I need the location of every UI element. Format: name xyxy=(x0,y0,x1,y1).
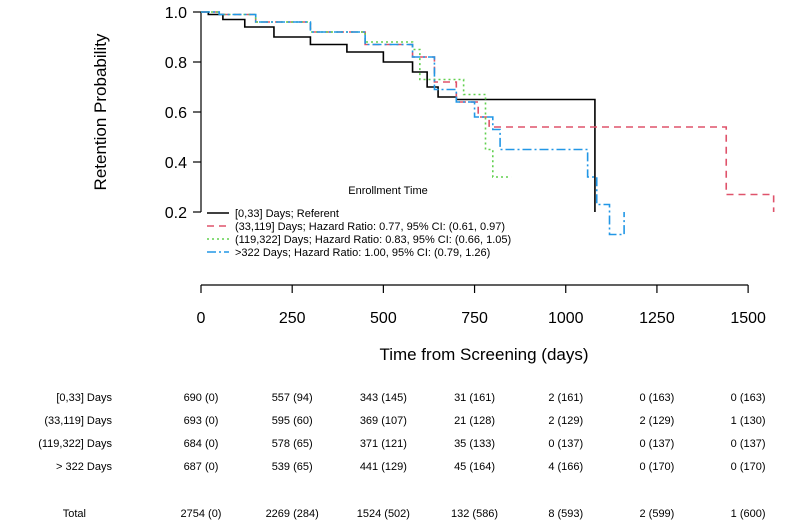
x-tick-label: 1250 xyxy=(639,310,675,327)
x-tick-label: 0 xyxy=(197,310,206,327)
y-tick-label: 0.6 xyxy=(165,105,187,122)
risk-cell: 369 (107) xyxy=(360,415,407,427)
risk-cell: 0 (170) xyxy=(639,461,674,473)
risk-cell: 31 (161) xyxy=(454,392,495,404)
risk-cell: 441 (129) xyxy=(360,461,407,473)
risk-row-label: > 322 Days xyxy=(56,461,112,473)
tick-labels: 0.2 0.4 0.6 0.8 1.0 0 250 500 750 1000 1250 1500 xyxy=(165,5,766,327)
series-lines xyxy=(201,11,775,236)
legend-entry: (119,322] Days; Hazard Ratio: 0.83, 95% … xyxy=(235,234,511,246)
legend-entry: [0,33] Days; Referent xyxy=(235,208,339,220)
risk-row-label: (119,322] Days xyxy=(38,438,112,450)
risk-total-cell: 1 (600) xyxy=(731,508,766,520)
risk-cell: 35 (133) xyxy=(454,438,495,450)
legend-entry: >322 Days; Hazard Ratio: 1.00, 95% CI: (… xyxy=(235,247,490,259)
risk-row-label: (33,119] Days xyxy=(44,415,112,427)
risk-total-cell: 2754 (0) xyxy=(181,508,222,520)
x-tick-label: 250 xyxy=(279,310,306,327)
y-tick-label: 1.0 xyxy=(165,5,187,22)
series-line-3 xyxy=(201,11,625,236)
risk-total-cell: 1524 (502) xyxy=(357,508,410,520)
risk-cell: 45 (164) xyxy=(454,461,495,473)
risk-table: [0,33] Days 690 (0) 557 (94) 343 (145) 31 (1… xyxy=(38,392,765,520)
axes xyxy=(193,11,749,293)
risk-cell: 693 (0) xyxy=(184,415,219,427)
risk-cell: 595 (60) xyxy=(272,415,313,427)
legend: Enrollment Time [0,33] Days; Referent(33… xyxy=(207,185,511,259)
risk-cell: 343 (145) xyxy=(360,392,407,404)
risk-total-cell: 8 (593) xyxy=(548,508,583,520)
risk-cell: 4 (166) xyxy=(548,461,583,473)
y-axis-title: Retention Probability xyxy=(91,33,110,190)
risk-cell: 0 (163) xyxy=(639,392,674,404)
series-line-1 xyxy=(201,11,775,212)
risk-cell: 690 (0) xyxy=(184,392,219,404)
legend-entry: (33,119] Days; Hazard Ratio: 0.77, 95% C… xyxy=(235,221,505,233)
risk-cell: 684 (0) xyxy=(184,438,219,450)
x-tick-label: 1500 xyxy=(730,310,766,327)
risk-total-label: Total xyxy=(63,508,86,520)
risk-total-cell: 132 (586) xyxy=(451,508,498,520)
risk-cell: 21 (128) xyxy=(454,415,495,427)
x-tick-label: 750 xyxy=(461,310,488,327)
y-tick-label: 0.8 xyxy=(165,55,187,72)
risk-total-cell: 2 (599) xyxy=(639,508,674,520)
risk-cell: 0 (170) xyxy=(731,461,766,473)
risk-cell: 0 (137) xyxy=(639,438,674,450)
series-line-2 xyxy=(201,11,512,178)
risk-cell: 0 (163) xyxy=(731,392,766,404)
risk-cell: 2 (129) xyxy=(639,415,674,427)
risk-cell: 557 (94) xyxy=(272,392,313,404)
series-line-0 xyxy=(201,11,596,212)
y-tick-label: 0.4 xyxy=(165,155,187,172)
risk-cell: 2 (161) xyxy=(548,392,583,404)
y-tick-label: 0.2 xyxy=(165,205,187,222)
legend-title: Enrollment Time xyxy=(348,185,427,197)
x-tick-label: 500 xyxy=(370,310,397,327)
risk-cell: 0 (137) xyxy=(548,438,583,450)
risk-cell: 687 (0) xyxy=(184,461,219,473)
x-axis-title: Time from Screening (days) xyxy=(379,345,588,364)
risk-cell: 578 (65) xyxy=(272,438,313,450)
risk-cell: 0 (137) xyxy=(731,438,766,450)
risk-cell: 1 (130) xyxy=(731,415,766,427)
risk-cell: 2 (129) xyxy=(548,415,583,427)
risk-total-cell: 2269 (284) xyxy=(266,508,319,520)
risk-cell: 371 (121) xyxy=(360,438,407,450)
risk-row-label: [0,33] Days xyxy=(56,392,112,404)
risk-cell: 539 (65) xyxy=(272,461,313,473)
x-tick-label: 1000 xyxy=(548,310,584,327)
